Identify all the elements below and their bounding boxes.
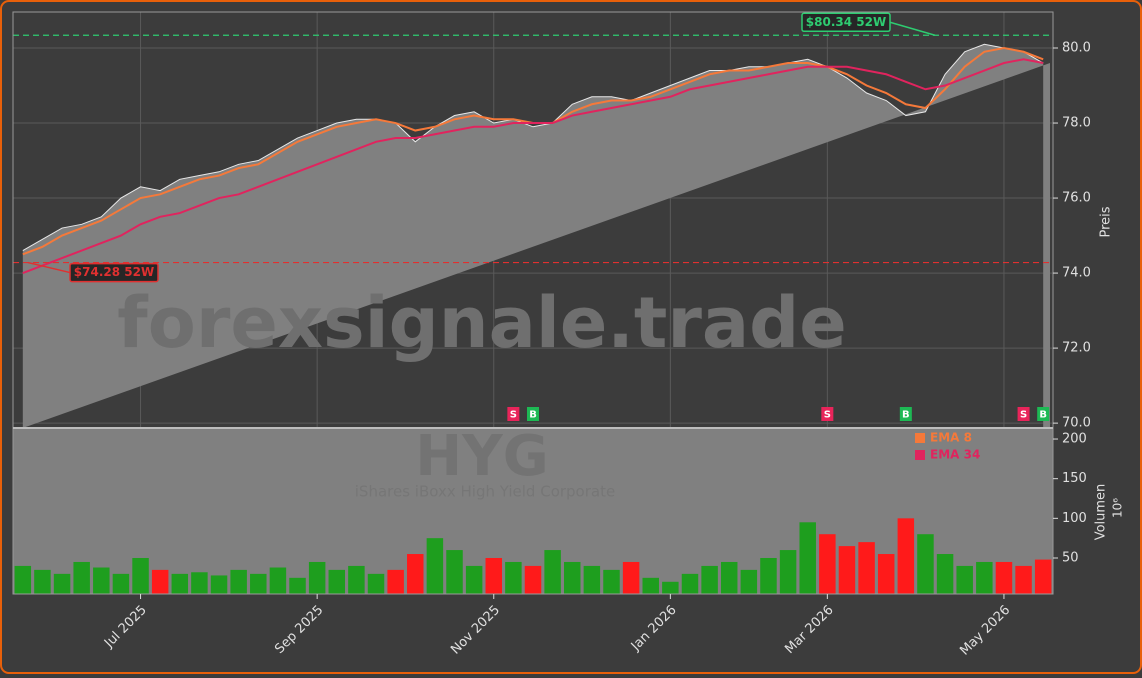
- volume-bar: [289, 577, 306, 594]
- volume-bar: [348, 565, 365, 594]
- annotation-arrow: [889, 21, 936, 36]
- signal-label: S: [510, 410, 517, 421]
- signal-marker: [899, 407, 912, 421]
- volume-bar: [210, 575, 228, 594]
- legend-label: EMA 8: [930, 431, 972, 445]
- y-tick-label: 74.0: [1062, 266, 1091, 281]
- volume-bar: [799, 522, 816, 594]
- legend-label: EMA 34: [930, 448, 980, 462]
- volume-bar: [465, 565, 483, 594]
- price-area: [22, 44, 1051, 428]
- volume-bar: [838, 546, 856, 594]
- volume-bar: [14, 565, 32, 594]
- volume-bar: [73, 561, 90, 594]
- legend-swatch: [915, 450, 925, 460]
- volume-bar: [622, 561, 640, 594]
- volume-bar: [1015, 565, 1032, 594]
- volume-bar: [701, 565, 718, 594]
- symbol: HYG: [415, 424, 548, 489]
- volume-bar: [171, 573, 189, 594]
- volume-bar: [407, 554, 424, 594]
- legend-swatch: [915, 433, 925, 443]
- volume-bar: [720, 561, 738, 594]
- y-tick-label: 80.0: [1062, 41, 1091, 56]
- volume-bar: [328, 569, 346, 594]
- annotation-arrow: [27, 261, 71, 274]
- volume-bar: [446, 550, 463, 594]
- volume-bar: [760, 557, 777, 594]
- signal-label: S: [824, 410, 831, 421]
- volume-bar: [34, 569, 51, 594]
- signal-label: S: [1020, 410, 1027, 421]
- volume-axis-unit: 10⁶: [1111, 498, 1125, 518]
- plot-border: [12, 11, 1054, 595]
- volume-bar: [877, 554, 895, 594]
- volume-bar: [524, 565, 542, 594]
- volume-bar: [779, 550, 797, 594]
- y-tick-label: 76.0: [1062, 191, 1091, 206]
- volume-bar: [564, 561, 581, 594]
- volume-bar: [681, 573, 699, 594]
- y-tick-label: 150: [1062, 471, 1087, 486]
- signal-marker: [1037, 407, 1050, 421]
- watermark: forexsignale.trade: [117, 282, 846, 364]
- volume-bar: [819, 534, 836, 594]
- volume-bar: [426, 538, 444, 594]
- annotation-label: $74.28 52W: [74, 265, 154, 279]
- volume-bar: [367, 573, 385, 594]
- volume-bar: [191, 572, 208, 594]
- volume-bar: [505, 561, 522, 594]
- volume-bar: [995, 561, 1013, 594]
- volume-bar: [132, 557, 149, 594]
- volume-bar: [740, 569, 758, 594]
- volume-bar: [485, 557, 502, 594]
- volume-bar: [936, 554, 954, 594]
- volume-bar: [642, 577, 659, 594]
- signal-label: B: [529, 410, 537, 421]
- y-tick-label: 78.0: [1062, 116, 1091, 131]
- y-axis-label: Preis: [1099, 206, 1114, 237]
- signal-marker: [507, 407, 520, 421]
- instrument-name: iShares iBoxx High Yield Corporate: [355, 483, 615, 501]
- y-tick-label: 50: [1062, 550, 1079, 565]
- volume-axis-label: Volumen: [1094, 484, 1109, 541]
- y-tick-label: 200: [1062, 432, 1087, 447]
- volume-bar: [917, 534, 934, 594]
- volume-bar: [662, 581, 679, 594]
- volume-bar: [151, 569, 169, 594]
- signal-marker: [1017, 407, 1030, 421]
- volume-bar: [269, 567, 287, 594]
- volume-bar: [603, 569, 620, 594]
- annotation-label: $80.34 52W: [806, 15, 886, 29]
- volume-bar: [250, 573, 267, 594]
- signal-marker: [821, 407, 834, 421]
- volume-bar: [976, 561, 993, 594]
- signal-marker: [527, 407, 539, 421]
- volume-bar: [53, 573, 71, 594]
- price-line: [22, 43, 1044, 252]
- volume-bar: [387, 569, 404, 594]
- signal-label: B: [1039, 410, 1047, 421]
- y-tick-label: 70.0: [1062, 416, 1091, 431]
- volume-bar: [230, 569, 247, 594]
- volume-bar: [897, 518, 915, 594]
- y-tick-label: 100: [1062, 511, 1087, 526]
- volume-bar: [544, 550, 561, 594]
- volume-bar: [1034, 559, 1052, 594]
- volume-bar: [112, 573, 130, 594]
- signal-label: B: [902, 410, 910, 421]
- volume-bar: [583, 565, 601, 594]
- y-tick-label: 72.0: [1062, 341, 1091, 356]
- volume-bar: [308, 561, 326, 594]
- volume-bar: [93, 567, 110, 594]
- ema-line: [22, 58, 1044, 275]
- volume-bar: [956, 565, 973, 594]
- volume-bar: [858, 542, 875, 594]
